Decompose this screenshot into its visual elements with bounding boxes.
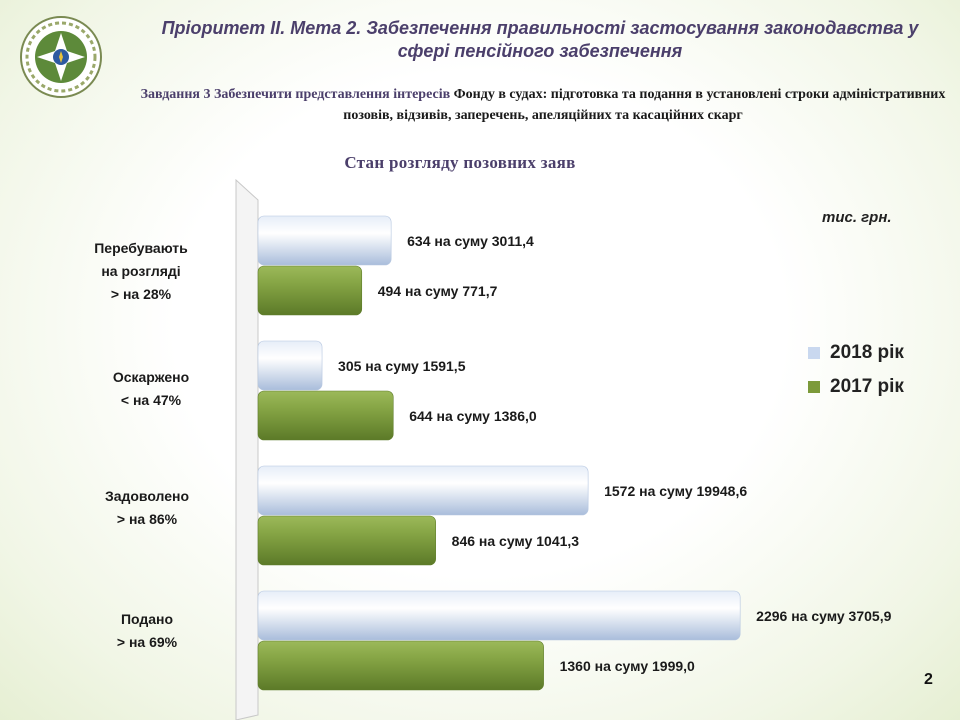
task-subtitle: Завдання 3 Забезпечити представлення інт… [140, 84, 946, 126]
subtitle-highlight: Завдання 3 Забезпечити представлення інт… [140, 87, 451, 102]
bar-2017 [257, 640, 544, 691]
category-label: Задоволено > на 86% [72, 485, 222, 531]
bar-data-label: 1572 на суму 19948,6 [604, 483, 747, 499]
bar-2017 [257, 515, 436, 566]
legend-item-2018: 2018 рік [808, 336, 904, 370]
category-line: > на 69% [116, 634, 178, 650]
page-number: 2 [924, 671, 933, 688]
pension-fund-logo [18, 14, 104, 100]
bar-2018 [257, 590, 741, 641]
category-label: Перебувають на розгляді > на 28% [66, 237, 216, 306]
category-line: Оскаржено [112, 369, 190, 385]
category-line: > на 28% [110, 286, 172, 302]
bar-data-label: 634 на суму 3011,4 [407, 233, 534, 249]
legend-swatch-2018 [808, 347, 820, 359]
unit-label: тис. грн. [822, 209, 892, 226]
chart-legend: 2018 рік 2017 рік [808, 336, 904, 404]
bar-data-label: 2296 на суму 3705,9 [756, 608, 891, 624]
category-label: Подано > на 69% [72, 608, 222, 654]
chart-axis-wall [235, 178, 259, 720]
category-line: Перебувають [94, 240, 188, 256]
legend-label-2018: 2018 рік [830, 342, 904, 363]
category-line: > на 86% [116, 511, 178, 527]
bar-data-label: 644 на суму 1386,0 [409, 408, 537, 424]
bar-data-label: 305 на суму 1591,5 [338, 358, 466, 374]
bar-2017 [257, 390, 394, 441]
legend-swatch-2017 [808, 381, 820, 393]
page-title: Пріоритет ІІ. Мета 2. Забезпечення прави… [161, 18, 919, 61]
chart-title: Стан розгляду позовних заяв [344, 153, 576, 172]
legend-label-2017: 2017 рік [830, 376, 904, 397]
category-line: на розгляді [101, 263, 181, 279]
bar-2018 [257, 465, 589, 516]
bar-2018 [257, 340, 323, 391]
bar-data-label: 494 на суму 771,7 [378, 283, 498, 299]
category-label: Оскаржено < на 47% [76, 366, 226, 412]
subtitle-rest: Фонду в судах: підготовка та подання в у… [343, 87, 946, 123]
bar-2017 [257, 265, 363, 316]
bar-2018 [257, 215, 392, 266]
category-line: < на 47% [120, 392, 182, 408]
legend-item-2017: 2017 рік [808, 370, 904, 404]
bar-data-label: 1360 на суму 1999,0 [560, 658, 695, 674]
category-line: Подано [120, 611, 174, 627]
pension-fund-emblem-icon [20, 16, 102, 98]
bar-data-label: 846 на суму 1041,3 [452, 533, 580, 549]
category-line: Задоволено [104, 488, 190, 504]
